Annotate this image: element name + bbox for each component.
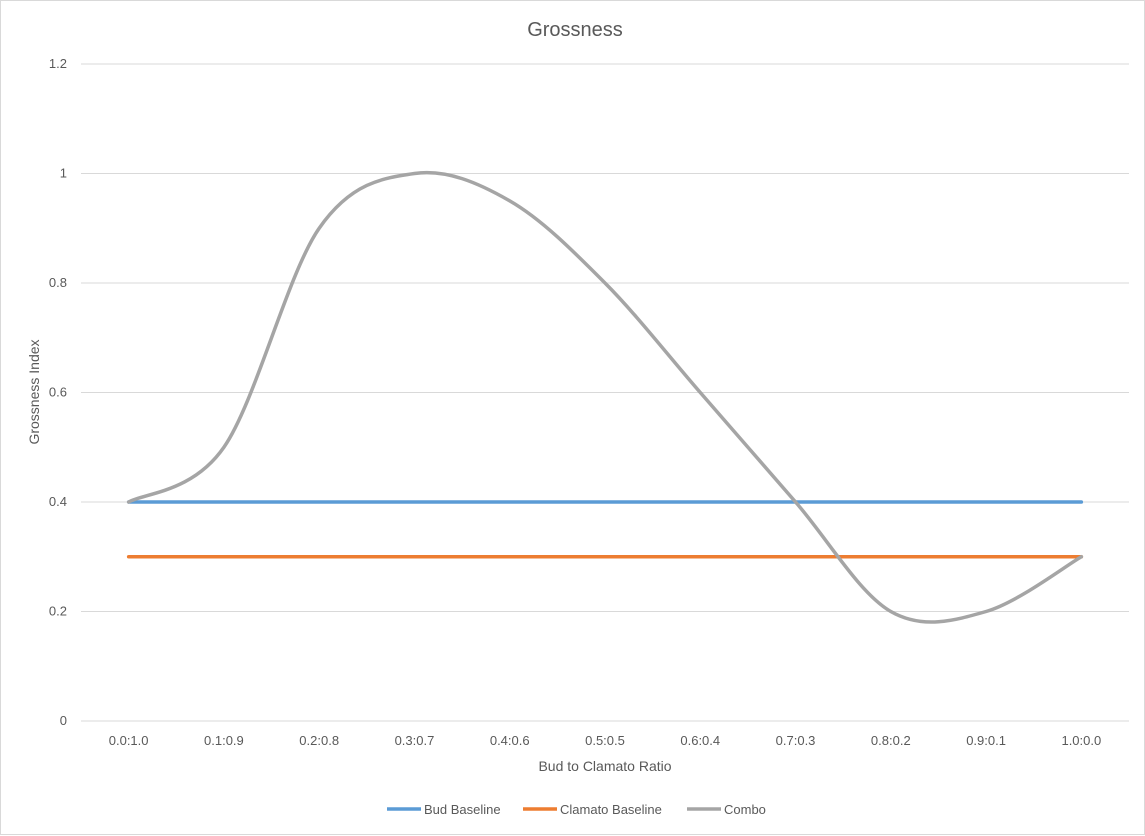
series-line-combo	[126, 170, 1084, 624]
series-lines	[126, 170, 1084, 624]
chart-title: Grossness	[527, 19, 623, 41]
y-axis-ticks: 0 0.2 0.4 0.6 0.8 1 1.2	[49, 56, 67, 728]
y-axis-title: Grossness Index	[26, 339, 42, 444]
x-tick-label: 1.0:0.0	[1061, 733, 1101, 748]
x-tick-label: 0.7:0.3	[776, 733, 816, 748]
legend-label: Clamato Baseline	[560, 802, 662, 817]
y-tick-label: 0.4	[49, 494, 67, 509]
x-tick-label: 0.0:1.0	[109, 733, 149, 748]
legend-label: Bud Baseline	[424, 802, 501, 817]
x-axis-title: Bud to Clamato Ratio	[538, 758, 671, 774]
x-tick-label: 0.4:0.6	[490, 733, 530, 748]
x-tick-label: 0.9:0.1	[966, 733, 1006, 748]
x-tick-label: 0.8:0.2	[871, 733, 911, 748]
y-tick-label: 0.2	[49, 604, 67, 619]
x-tick-label: 0.3:0.7	[395, 733, 435, 748]
x-tick-label: 0.6:0.4	[680, 733, 720, 748]
gridlines	[81, 63, 1129, 722]
y-tick-label: 1.2	[49, 56, 67, 71]
legend-label: Combo	[724, 802, 766, 817]
x-axis-ticks: 0.0:1.0 0.1:0.9 0.2:0.8 0.3:0.7 0.4:0.6 0.5:0…	[109, 733, 1101, 748]
y-tick-label: 0	[60, 713, 67, 728]
x-tick-label: 0.2:0.8	[299, 733, 339, 748]
y-tick-label: 0.8	[49, 275, 67, 290]
y-tick-label: 0.6	[49, 385, 67, 400]
x-tick-label: 0.5:0.5	[585, 733, 625, 748]
x-tick-label: 0.1:0.9	[204, 733, 244, 748]
y-tick-label: 1	[60, 166, 67, 181]
legend: Bud Baseline Clamato Baseline Combo	[387, 802, 766, 817]
